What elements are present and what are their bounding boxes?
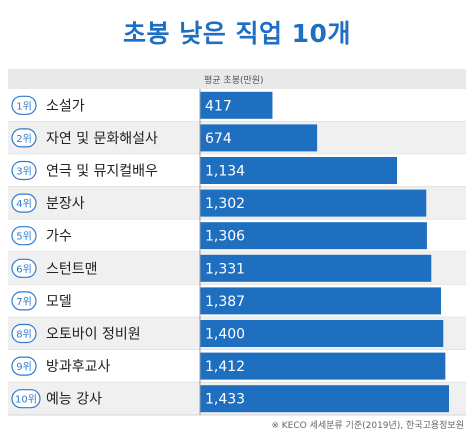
rank-label: 2위 [16, 132, 32, 145]
bar [200, 254, 432, 282]
bar [200, 124, 318, 152]
bar [200, 222, 427, 250]
value-label: 1,134 [205, 164, 245, 180]
value-label: 674 [205, 131, 232, 147]
category-label: 모델 [46, 294, 72, 310]
header-band [8, 69, 466, 89]
rank-label: 5위 [16, 230, 32, 243]
category-label: 분장사 [46, 196, 85, 212]
bar [200, 385, 449, 413]
rank-badge [11, 95, 37, 115]
rank-badge [11, 291, 37, 311]
category-label: 방과후교사 [46, 359, 111, 375]
rank-label: 6위 [16, 262, 32, 275]
rank-badge [11, 323, 37, 344]
category-label: 예능 강사 [46, 392, 102, 408]
bar [200, 157, 398, 184]
rank-badge [11, 160, 37, 181]
chart-title: 초봉 낮은 직업 10개 [123, 19, 351, 48]
value-label: 1,412 [205, 359, 245, 375]
rank-badge [11, 389, 41, 409]
value-label: 417 [205, 98, 232, 114]
value-label: 1,400 [205, 327, 245, 343]
category-label: 스턴트맨 [46, 261, 98, 277]
bar [200, 352, 446, 380]
value-label: 1,306 [205, 229, 245, 245]
value-label: 1,331 [205, 261, 245, 277]
rank-label: 4위 [16, 197, 32, 210]
value-label: 1,433 [205, 392, 245, 408]
rank-badge [11, 128, 37, 148]
rank-badge [11, 226, 37, 246]
rank-label: 7위 [16, 295, 32, 308]
rank-badge [11, 258, 37, 278]
rank-badge [11, 356, 37, 376]
category-label: 자연 및 문화해설사 [46, 131, 158, 147]
bar [200, 287, 442, 315]
value-label: 1,302 [205, 196, 245, 212]
rank-label: 3위 [16, 165, 32, 178]
series-label: 평균 초봉(만원) [204, 76, 264, 86]
rank-label: 8위 [16, 328, 32, 341]
source-footnote: ※ KECO 세세분류 기준(2019년), 한국고용정보원 [271, 421, 464, 431]
bar [200, 189, 427, 217]
bar [200, 320, 444, 347]
bar [200, 91, 273, 119]
rank-badge [11, 193, 37, 213]
value-label: 1,387 [205, 294, 245, 310]
category-label: 소설가 [46, 98, 85, 114]
category-label: 가수 [46, 229, 72, 245]
rank-label: 9위 [16, 360, 32, 373]
category-label: 연극 및 뮤지컬배우 [46, 164, 158, 180]
rank-label: 10위 [15, 393, 37, 406]
category-label: 오토바이 정비원 [46, 327, 141, 343]
rank-label: 1위 [16, 99, 32, 112]
